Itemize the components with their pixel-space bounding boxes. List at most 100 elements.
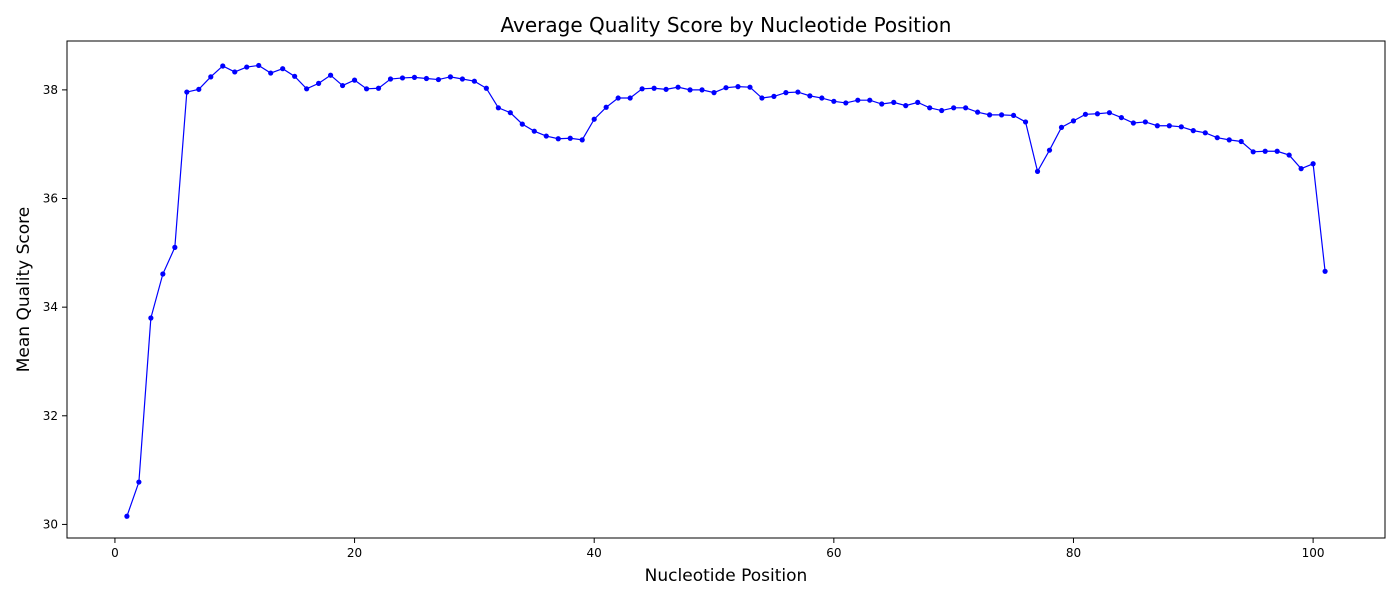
data-point [1250, 149, 1256, 155]
data-point [208, 74, 214, 80]
data-point [735, 84, 741, 90]
data-point [663, 86, 669, 92]
data-point [1070, 118, 1077, 124]
data-point [148, 315, 154, 321]
data-point [795, 89, 801, 95]
data-point [855, 97, 861, 103]
data-point [687, 87, 693, 93]
data-point [651, 85, 657, 91]
x-tick-label: 100 [1302, 546, 1325, 560]
y-tick-label: 30 [43, 517, 58, 531]
data-point [471, 78, 477, 84]
data-point [843, 100, 849, 106]
data-point [328, 72, 334, 78]
data-point [903, 103, 909, 109]
x-axis-label: Nucleotide Position [645, 566, 808, 586]
data-point [339, 82, 346, 89]
data-point [951, 105, 957, 111]
data-point [1130, 120, 1136, 126]
data-point [831, 98, 837, 104]
plot-area: 0 20 40 60 80 100 30 32 34 36 38 [43, 40, 1386, 560]
x-axis: 0 20 40 60 80 100 [111, 538, 1325, 560]
data-point [1238, 138, 1244, 145]
data-point [399, 75, 406, 81]
data-point [639, 86, 645, 92]
y-tick-label: 38 [43, 83, 58, 97]
data-point [483, 85, 489, 91]
data-point [447, 74, 454, 80]
data-point [567, 135, 573, 141]
data-point [1310, 161, 1316, 167]
data-point [1322, 268, 1328, 274]
data-point [459, 76, 465, 82]
data-point [1034, 168, 1041, 174]
data-point [220, 63, 226, 69]
data-point [807, 93, 813, 99]
data-point [987, 112, 993, 118]
data-point [579, 137, 585, 143]
data-point [1022, 119, 1029, 125]
data-point [615, 95, 621, 101]
data-point [244, 64, 250, 70]
data-point [1226, 137, 1232, 143]
data-point [1262, 148, 1268, 154]
data-point [435, 76, 442, 83]
data-point [675, 84, 681, 90]
data-point [1178, 124, 1184, 130]
data-point [351, 77, 358, 83]
data-point [975, 109, 981, 115]
x-tick-label: 0 [111, 546, 119, 560]
y-tick-label: 36 [43, 192, 58, 206]
data-point [867, 97, 873, 103]
data-point [543, 133, 549, 139]
x-tick-label: 80 [1066, 546, 1081, 560]
data-point [1082, 111, 1089, 117]
data-point [879, 101, 885, 107]
data-point [939, 107, 945, 114]
data-point [1214, 135, 1220, 141]
data-point [759, 95, 765, 101]
data-point [531, 128, 537, 134]
y-axis-label: Mean Quality Score [14, 207, 34, 372]
data-point [363, 86, 370, 92]
series-points [124, 62, 1328, 519]
data-point [232, 69, 238, 75]
data-point [1202, 130, 1208, 136]
data-point [1046, 147, 1053, 153]
data-point [927, 105, 933, 111]
data-point [783, 90, 789, 96]
x-tick-label: 60 [826, 546, 841, 560]
data-point [1058, 124, 1065, 130]
data-point [555, 136, 561, 142]
series-line [126, 64, 1326, 517]
data-point [423, 75, 430, 82]
data-point [891, 99, 897, 105]
data-point [603, 104, 609, 110]
data-point [172, 244, 178, 250]
data-point [819, 95, 825, 101]
data-point [1106, 110, 1113, 116]
data-point [747, 84, 753, 90]
data-point [591, 116, 597, 122]
y-tick-label: 34 [43, 300, 58, 314]
data-point [519, 121, 525, 127]
data-point [1166, 123, 1172, 129]
data-point [184, 89, 190, 95]
data-point [771, 93, 777, 99]
data-point [1274, 148, 1280, 154]
x-tick-label: 40 [587, 546, 602, 560]
data-point [1154, 123, 1160, 129]
data-point [196, 86, 202, 92]
chart-title: Average Quality Score by Nucleotide Posi… [501, 13, 952, 37]
data-point [699, 87, 705, 93]
data-point [1298, 166, 1304, 172]
data-point [1094, 111, 1101, 117]
data-point [915, 99, 921, 105]
data-point [316, 80, 322, 86]
y-axis: 30 32 34 36 38 [43, 83, 67, 531]
data-point [963, 105, 969, 111]
data-point [292, 73, 298, 79]
data-point [627, 95, 633, 101]
plot-frame [66, 40, 1386, 539]
